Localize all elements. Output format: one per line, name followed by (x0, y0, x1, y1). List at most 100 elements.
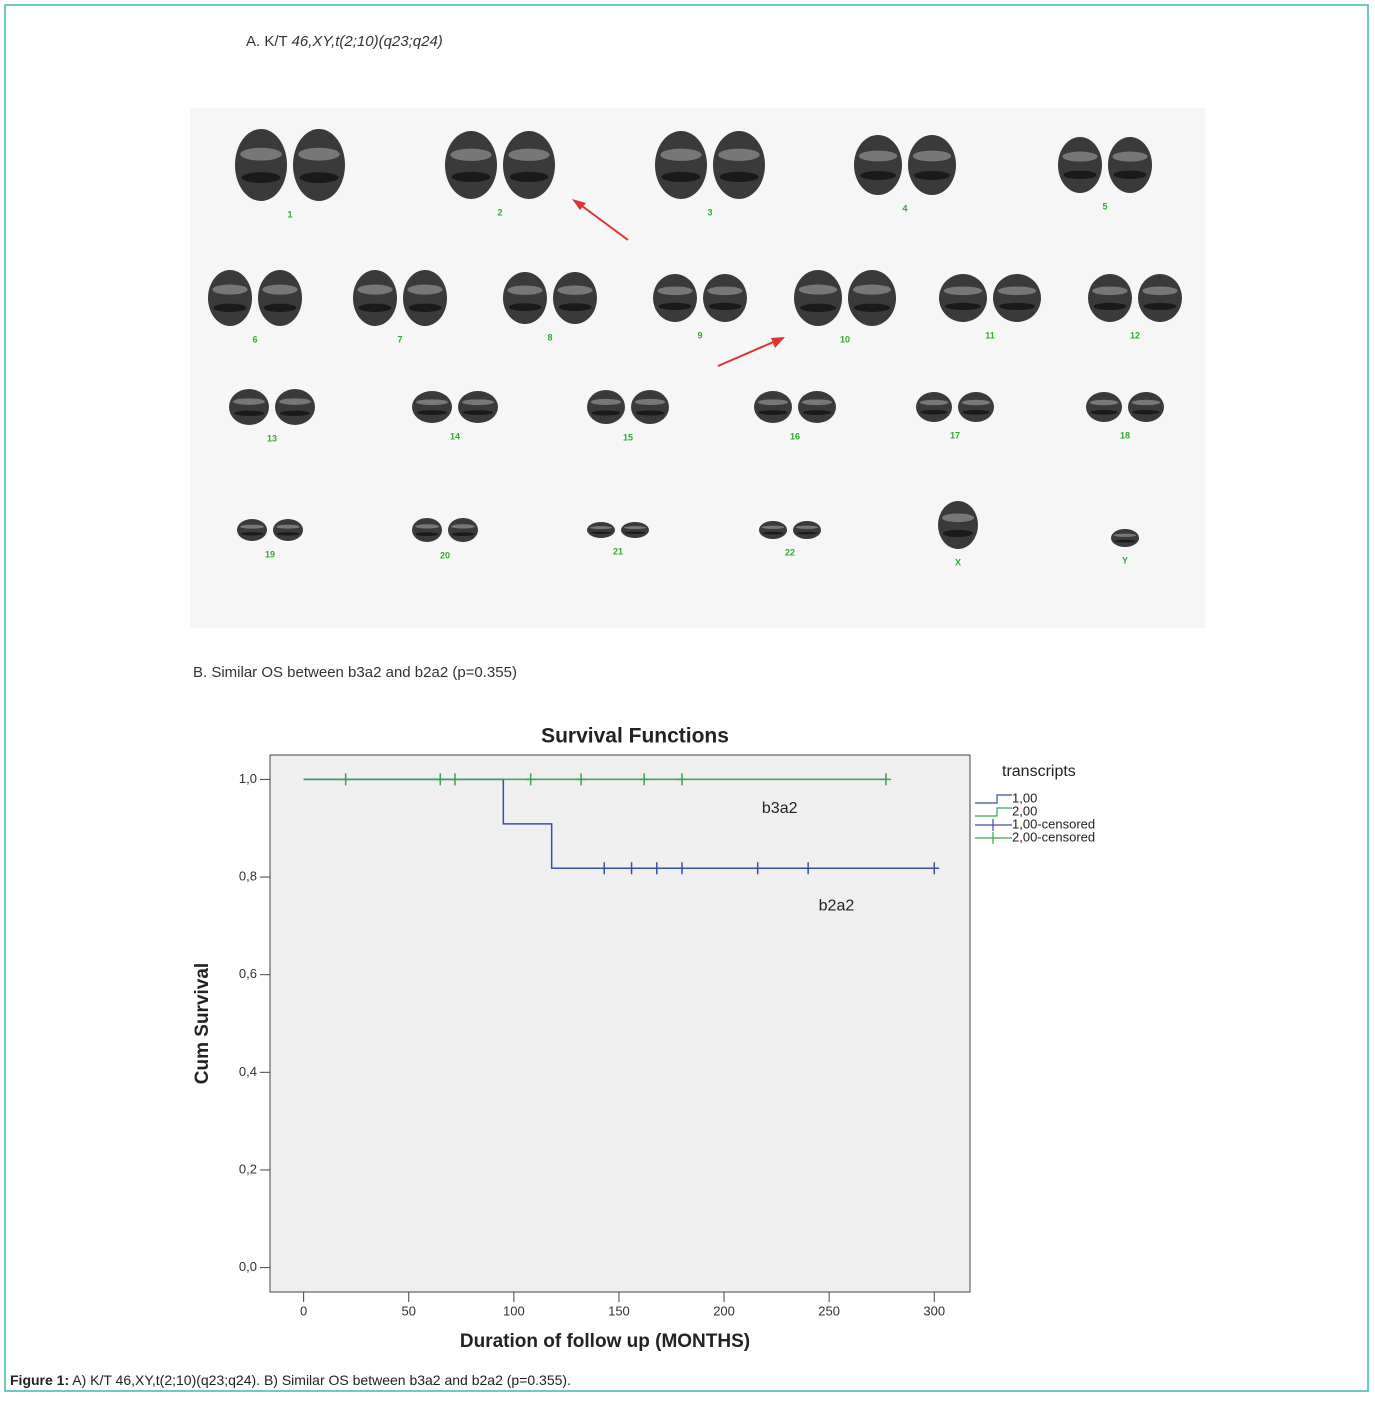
chromosome-band (860, 171, 896, 180)
chromosome (275, 389, 315, 425)
chromosome (653, 274, 697, 322)
chromosome (621, 522, 649, 538)
chromosome (938, 501, 978, 549)
chromosome-band (590, 526, 612, 529)
chromosome-label: 15 (623, 432, 633, 442)
chromosome (353, 270, 397, 326)
chromosome-band (854, 304, 890, 312)
chromosome-band (998, 286, 1036, 295)
chromosome-band (1115, 540, 1136, 543)
x-tick-label: 250 (818, 1303, 840, 1318)
chromosome (759, 521, 787, 539)
chromosome (754, 391, 792, 423)
chromosome (916, 392, 952, 422)
chromosome (237, 519, 267, 541)
chromosome-band (591, 532, 612, 534)
chromosome-band (233, 398, 265, 404)
chromosome-label: 7 (397, 334, 402, 344)
chromosome-band (240, 148, 282, 161)
chromosome-band (636, 410, 665, 415)
chromosome (235, 129, 287, 201)
x-tick-label: 100 (503, 1303, 525, 1318)
chromosome-label: X (955, 557, 961, 567)
chromosome-band (913, 151, 951, 162)
chromosome-label: 22 (785, 547, 795, 557)
chromosome-band (510, 172, 549, 182)
chromosome-band (962, 400, 991, 405)
chromosome-band (357, 285, 392, 295)
chromosome (1138, 274, 1182, 322)
legend-title: transcripts (1002, 763, 1076, 780)
chromosome-band (1091, 410, 1118, 415)
chromosome-label: Y (1122, 555, 1128, 565)
y-tick-label: 0,2 (239, 1161, 257, 1176)
chromosome-label: 21 (613, 546, 623, 556)
chromosome-band (508, 149, 550, 161)
chromosome (553, 272, 597, 324)
chromosome-band (853, 285, 891, 295)
chromosome-band (659, 303, 692, 310)
chromosome (1128, 392, 1164, 422)
chromosome (587, 522, 615, 538)
chromosome-label: 17 (950, 430, 960, 440)
chromosome-band (660, 149, 702, 161)
chromosome-label: 8 (547, 332, 552, 342)
chromosome-band (662, 172, 701, 182)
chromosome-band (707, 286, 742, 295)
chromosome-band (450, 149, 492, 161)
chromosome-band (276, 525, 300, 529)
chromosome (1108, 137, 1152, 193)
chromosome (848, 270, 896, 326)
chromosome-band (1114, 171, 1147, 179)
chromosome-band (624, 526, 646, 529)
chromosome-band (509, 303, 542, 311)
x-tick-label: 150 (608, 1303, 630, 1318)
chromosome-band (1144, 303, 1177, 310)
y-tick-label: 0,6 (239, 966, 257, 981)
chromosome (794, 270, 842, 326)
chromosome (503, 131, 555, 199)
chromosome (412, 518, 442, 542)
chromosome (1086, 392, 1122, 422)
chromosome-band (300, 172, 339, 183)
chromosome-band (279, 398, 311, 404)
chromosome (854, 135, 902, 195)
chromosome (939, 274, 987, 322)
chromosome-band (557, 286, 592, 295)
caption-text: A) K/T 46,XY,t(2;10)(q23;q24). B) Simila… (69, 1372, 571, 1388)
chromosome-band (803, 410, 832, 415)
chromosome-band (409, 304, 442, 312)
chromosome-band (1090, 400, 1119, 405)
chromosome-band (1094, 303, 1127, 310)
panel-a-heading: A. K/T 46,XY,t(2;10)(q23;q24) (246, 33, 443, 50)
chromosome-band (963, 410, 990, 415)
chromosome-label: 14 (450, 431, 460, 441)
chromosome-band (1132, 400, 1161, 405)
chromosome (403, 270, 447, 326)
chromosome-label: 11 (985, 330, 995, 340)
chromosome-band (234, 411, 264, 416)
chromosome (958, 392, 994, 422)
y-tick-label: 1,0 (239, 771, 257, 786)
chromosome-label: 16 (790, 431, 800, 441)
chromosome-label: 13 (267, 433, 277, 443)
figure: A. K/T 46,XY,t(2;10)(q23;q24) 1234567891… (0, 0, 1375, 1396)
chromosome-band (709, 303, 742, 310)
chromosome-band (592, 410, 621, 415)
chromosome-band (462, 399, 494, 405)
x-tick-label: 200 (713, 1303, 735, 1318)
chromosome-band (559, 303, 592, 311)
y-axis-label: Cum Survival (192, 963, 213, 1084)
chromosome-band (758, 399, 788, 405)
chromosome-band (416, 532, 439, 536)
caption-label: Figure 1: (10, 1372, 69, 1388)
chromosome (993, 274, 1041, 322)
x-axis-label: Duration of follow up (MONTHS) (460, 1331, 750, 1352)
chromosome (1058, 137, 1102, 193)
chromosome-band (452, 532, 475, 536)
chromosome-band (212, 285, 247, 295)
chromosome (631, 390, 669, 424)
chromosome (258, 270, 302, 326)
chromosome (713, 131, 765, 199)
panel-b-heading: B. Similar OS between b3a2 and b2a2 (p=0… (193, 664, 517, 681)
